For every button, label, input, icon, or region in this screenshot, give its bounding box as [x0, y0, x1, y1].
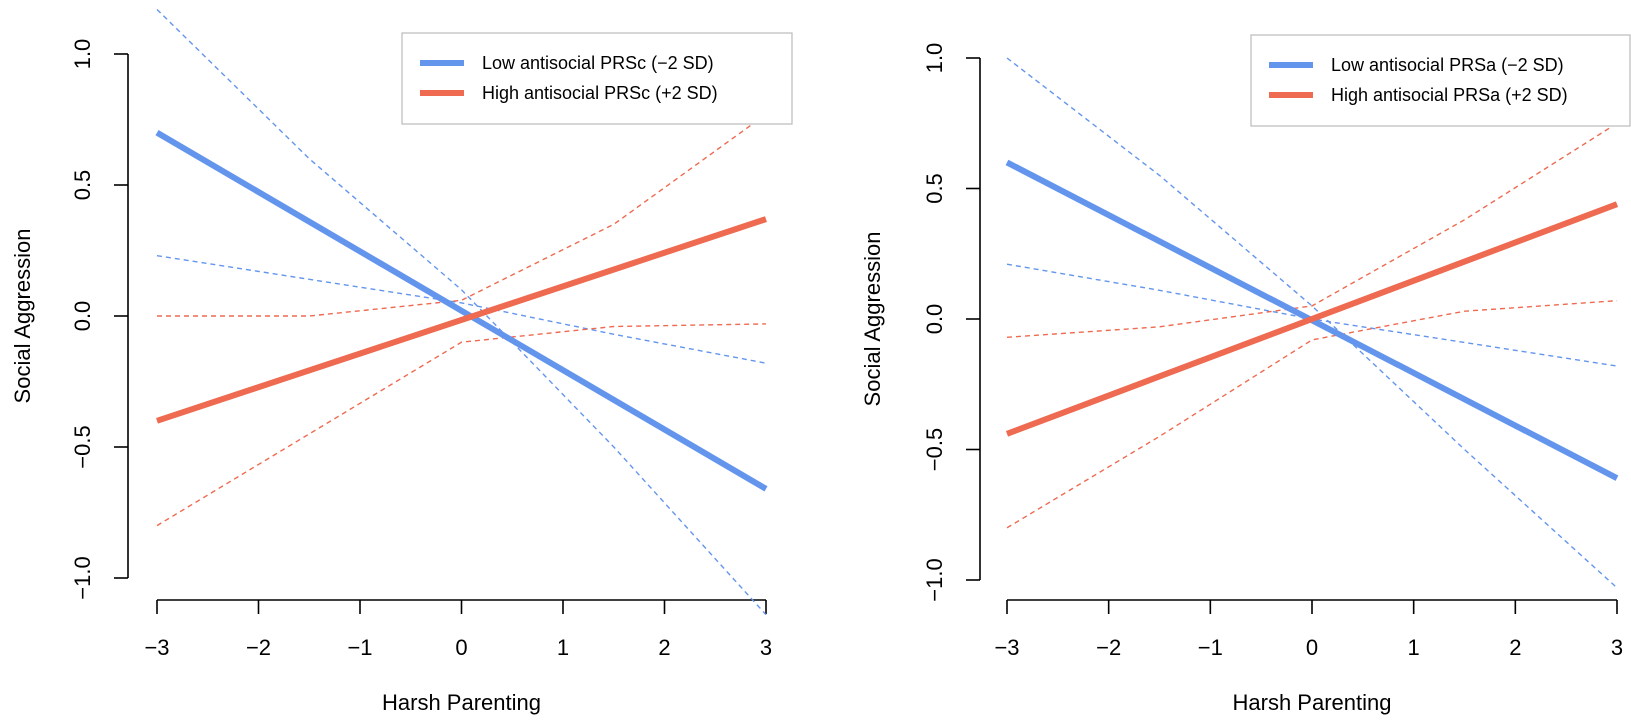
legend-label: High antisocial PRSa (+2 SD): [1331, 85, 1568, 105]
legend-box: [1250, 34, 1631, 127]
legend-label: High antisocial PRSc (+2 SD): [482, 83, 718, 103]
series-1-ci-upper-line: [156, 255, 767, 364]
x-tick-label: −1: [347, 635, 372, 660]
x-tick-label: 2: [658, 635, 670, 660]
chart-panel-1: −1.0 −0.5 0.0 0.5 1.0 −3 −2 −1 0 1 2 3 Harsh Parenti…: [10, 9, 793, 715]
x-tick-label: 0: [455, 635, 467, 660]
y-tick-label: 1.0: [922, 43, 947, 74]
series-2-line: [1005, 201, 1619, 437]
y-tick-label: 0.5: [922, 173, 947, 204]
series-1-ci-lower-line: [1006, 57, 1618, 589]
x-tick-label: 3: [1611, 635, 1623, 660]
legend: Low antisocial PRSa (−2 SD) High antisoci…: [1250, 34, 1631, 127]
plot-area: [155, 9, 768, 616]
x-axis-title: Harsh Parenting: [382, 690, 541, 715]
legend-box: [401, 32, 793, 125]
x-axis-title: Harsh Parenting: [1233, 690, 1392, 715]
y-tick-label: −1.0: [70, 556, 95, 599]
x-tick-label: 1: [557, 635, 569, 660]
y-tick-label: 0.0: [70, 301, 95, 332]
y-tick-label: −0.5: [922, 428, 947, 471]
series-1-ci-upper-line: [1006, 263, 1618, 367]
y-tick-label: −0.5: [70, 425, 95, 468]
series-2-ci-lower-line: [1006, 300, 1618, 529]
x-tick-label: 3: [760, 635, 772, 660]
plot-area: [1005, 57, 1619, 589]
series-1-ci-lower-line: [156, 9, 767, 616]
x-tick-label: 1: [1408, 635, 1420, 660]
y-tick-label: 1.0: [70, 39, 95, 70]
legend-label: Low antisocial PRSc (−2 SD): [482, 53, 714, 73]
y-axis-title: Social Aggression: [860, 232, 885, 407]
series-2-ci-lower-line: [156, 323, 767, 527]
legend: Low antisocial PRSc (−2 SD) High antisoci…: [401, 32, 793, 125]
x-tick-label: −2: [246, 635, 271, 660]
series-2-ci-upper-line: [157, 113, 767, 317]
y-tick-label: 0.5: [70, 170, 95, 201]
legend-label: Low antisocial PRSa (−2 SD): [1331, 55, 1564, 75]
x-tick-label: 0: [1306, 635, 1318, 660]
y-tick-label: −1.0: [922, 558, 947, 601]
y-tick-label: 0.0: [922, 304, 947, 335]
x-tick-label: −3: [994, 635, 1019, 660]
series-2-line: [156, 216, 767, 424]
x-tick-label: 2: [1509, 635, 1521, 660]
x-tick-label: −2: [1096, 635, 1121, 660]
series-2-ci-upper-line: [1006, 122, 1618, 338]
x-tick-label: −1: [1198, 635, 1223, 660]
chart-panel-2: −1.0 −0.5 0.0 0.5 1.0 −3 −2 −1 0 1 2 3 Harsh Parenti…: [860, 34, 1631, 715]
y-axis-title: Social Aggression: [10, 229, 35, 404]
series-1-line: [155, 130, 768, 492]
x-tick-label: −3: [144, 635, 169, 660]
